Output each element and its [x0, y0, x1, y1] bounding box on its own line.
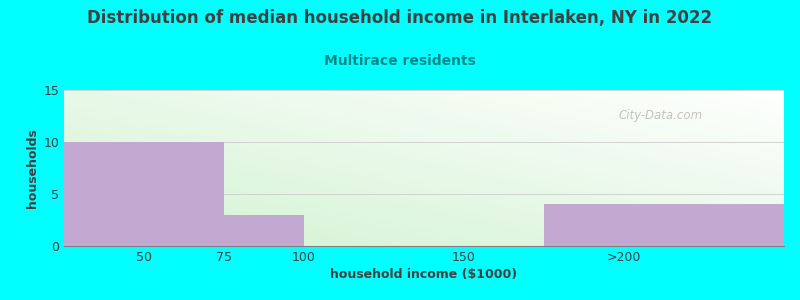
- Y-axis label: households: households: [26, 128, 39, 208]
- Bar: [224, 215, 304, 246]
- Text: Multirace residents: Multirace residents: [324, 54, 476, 68]
- Text: Distribution of median household income in Interlaken, NY in 2022: Distribution of median household income …: [87, 9, 713, 27]
- Bar: [544, 204, 784, 246]
- Text: City-Data.com: City-Data.com: [618, 109, 702, 122]
- Bar: [64, 142, 224, 246]
- X-axis label: household income ($1000): household income ($1000): [330, 268, 518, 281]
